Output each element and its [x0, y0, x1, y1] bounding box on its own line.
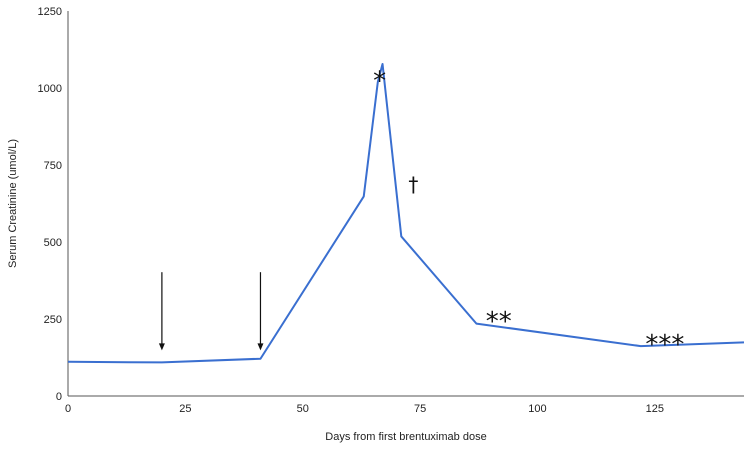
y-tick-label: 1000	[38, 83, 62, 95]
x-tick-label: 75	[414, 403, 426, 415]
dose-arrows	[158, 272, 264, 351]
y-tick-label: 0	[56, 391, 62, 403]
x-tick-label: 100	[528, 403, 546, 415]
x-tick-label: 0	[65, 403, 71, 415]
annotation-mark: ***	[645, 330, 684, 360]
annotations: *†*****	[373, 67, 684, 360]
x-tick-label: 50	[297, 403, 309, 415]
series-line	[67, 62, 745, 364]
dose-arrow	[257, 272, 264, 351]
y-axis-title: Serum Creatinine (umol/L)	[7, 139, 19, 268]
dose-arrow-head	[257, 343, 264, 351]
annotation-mark: **	[486, 307, 512, 337]
x-axis-title: Days from first brentuximab dose	[325, 431, 486, 443]
x-tick-label: 25	[179, 403, 191, 415]
y-tick-label: 250	[44, 314, 62, 326]
x-tick-label: 125	[646, 403, 664, 415]
x-tick-labels: 0 25 50 75 100 125	[65, 403, 664, 415]
y-tick-labels: 0 250 500 750 1000 1250	[38, 6, 62, 403]
dose-arrow-head	[158, 343, 165, 351]
annotation-mark: *	[373, 67, 386, 97]
y-tick-label: 1250	[38, 6, 62, 18]
annotation-mark: †	[408, 172, 418, 196]
y-tick-label: 500	[44, 237, 62, 249]
dose-arrow	[158, 272, 165, 351]
y-tick-label: 750	[44, 160, 62, 172]
series-group	[67, 62, 745, 364]
